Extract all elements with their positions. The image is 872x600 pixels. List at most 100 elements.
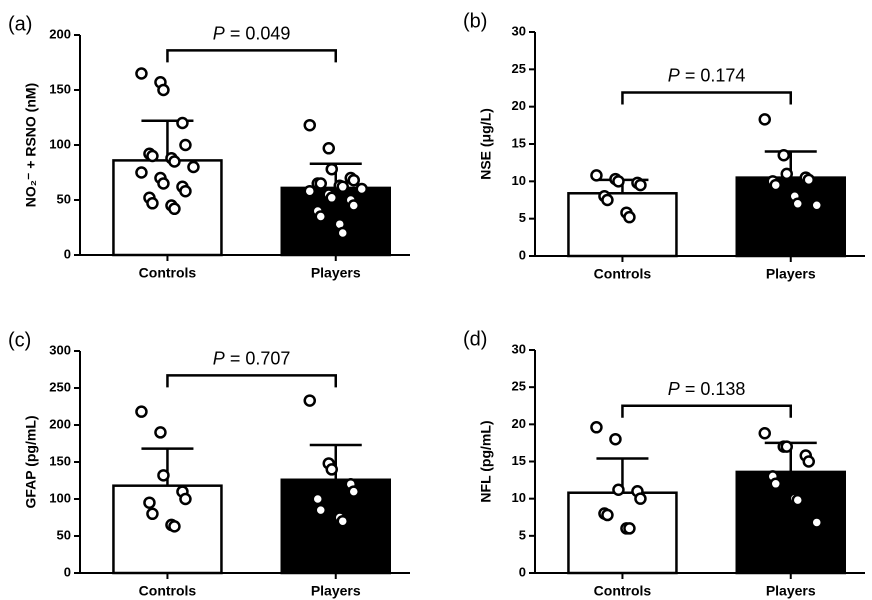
y-tick-label: 0 xyxy=(64,246,71,261)
y-tick-label: 15 xyxy=(512,453,526,468)
data-point xyxy=(157,83,170,97)
data-point xyxy=(303,184,316,198)
bar xyxy=(567,192,678,258)
panel: (a) NO₂⁻ + RSNO (nM) 0 50 100 150 200 Controls P… xyxy=(8,13,410,281)
data-point xyxy=(347,173,360,187)
data-point xyxy=(590,421,603,434)
y-axis-label: NFL (pg/mL) xyxy=(478,420,494,502)
data-point xyxy=(325,463,338,476)
y-tick-label: 20 xyxy=(512,98,526,113)
data-point xyxy=(802,173,815,187)
data-point xyxy=(187,160,200,174)
data-point xyxy=(769,178,782,192)
data-point xyxy=(802,455,815,468)
x-tick-label: Players xyxy=(766,266,816,282)
data-point xyxy=(780,167,793,181)
y-tick-label: 25 xyxy=(512,379,526,394)
data-point xyxy=(791,493,804,507)
x-tick-label: Controls xyxy=(139,265,197,281)
data-point xyxy=(157,177,170,190)
panel: (c) GFAP (pg/mL) 0 50 100 150 200 250 300 Control… xyxy=(8,329,410,599)
y-axis-label: NO₂⁻ + RSNO (nM) xyxy=(23,83,39,207)
panel-label: (d) xyxy=(463,328,487,350)
p-value-annotation: P = 0.049 xyxy=(213,23,291,43)
data-point xyxy=(780,440,793,453)
data-point xyxy=(634,492,647,505)
data-point xyxy=(176,116,189,130)
p-symbol: P xyxy=(213,23,225,43)
data-point xyxy=(303,118,316,132)
data-point xyxy=(336,180,349,194)
data-point xyxy=(179,184,192,198)
p-symbol: P xyxy=(668,65,680,85)
data-point xyxy=(355,182,368,196)
panel: (b) NSE (μg/L) 0 5 10 15 20 25 30 Controls Players… xyxy=(463,10,865,282)
significance-bracket xyxy=(621,404,792,418)
y-tick-label: 30 xyxy=(512,341,526,356)
x-tick-label: Players xyxy=(766,583,816,599)
data-point xyxy=(609,432,622,446)
bar xyxy=(735,470,846,575)
y-tick-label: 0 xyxy=(519,247,526,262)
data-point xyxy=(314,503,327,517)
data-point xyxy=(325,191,338,205)
y-tick-label: 5 xyxy=(519,210,526,225)
y-tick-label: 5 xyxy=(519,527,526,542)
y-tick-label: 100 xyxy=(49,490,71,505)
p-value-annotation: P = 0.707 xyxy=(213,348,291,368)
y-tick-label: 50 xyxy=(57,527,71,542)
panel-label: (b) xyxy=(463,10,487,32)
x-tick-label: Players xyxy=(311,265,361,281)
y-tick-label: 15 xyxy=(512,135,526,150)
data-point xyxy=(135,405,148,418)
y-tick-label: 200 xyxy=(49,416,71,431)
data-point xyxy=(612,483,625,496)
y-tick-label: 10 xyxy=(512,173,526,188)
panel-label: (c) xyxy=(8,329,31,351)
y-tick-label: 10 xyxy=(512,490,526,505)
data-point xyxy=(769,477,782,491)
bar xyxy=(280,478,391,575)
p-value: = 0.049 xyxy=(230,23,291,43)
p-symbol: P xyxy=(213,348,225,368)
data-point xyxy=(135,67,148,80)
x-tick-label: Players xyxy=(311,583,361,599)
data-point xyxy=(314,210,327,223)
data-point xyxy=(634,178,647,192)
y-axis-label: GFAP (pg/mL) xyxy=(23,415,39,508)
p-value: = 0.707 xyxy=(230,348,291,368)
y-tick-label: 50 xyxy=(57,191,71,206)
bar xyxy=(735,176,846,258)
significance-bracket xyxy=(621,91,792,105)
data-point xyxy=(146,149,159,163)
data-point xyxy=(777,148,790,162)
p-symbol: P xyxy=(668,379,680,399)
x-tick-label: Controls xyxy=(594,583,652,599)
data-point xyxy=(303,394,316,407)
p-value: = 0.174 xyxy=(685,65,746,85)
data-point xyxy=(791,197,804,210)
data-point xyxy=(347,199,360,212)
data-point xyxy=(623,522,636,535)
data-point xyxy=(623,210,636,224)
data-point xyxy=(336,514,349,528)
p-value-annotation: P = 0.138 xyxy=(668,379,746,399)
y-tick-label: 30 xyxy=(512,23,526,38)
y-tick-label: 200 xyxy=(49,26,71,41)
y-tick-label: 250 xyxy=(49,379,71,394)
panel: (d) NFL (pg/mL) 0 5 10 15 20 25 30 Controls Player… xyxy=(463,328,865,599)
y-axis-label: NSE (μg/L) xyxy=(478,108,494,180)
panel-label: (a) xyxy=(8,13,32,35)
data-point xyxy=(314,177,327,190)
data-point xyxy=(146,197,159,210)
significance-bracket xyxy=(166,49,337,63)
y-tick-label: 25 xyxy=(512,61,526,76)
data-point xyxy=(601,193,614,207)
x-tick-label: Controls xyxy=(139,583,197,599)
data-point xyxy=(758,113,771,126)
y-tick-label: 20 xyxy=(512,416,526,431)
x-tick-label: Controls xyxy=(594,266,652,282)
data-point xyxy=(347,485,360,498)
data-point xyxy=(810,198,823,212)
data-point xyxy=(135,166,148,179)
